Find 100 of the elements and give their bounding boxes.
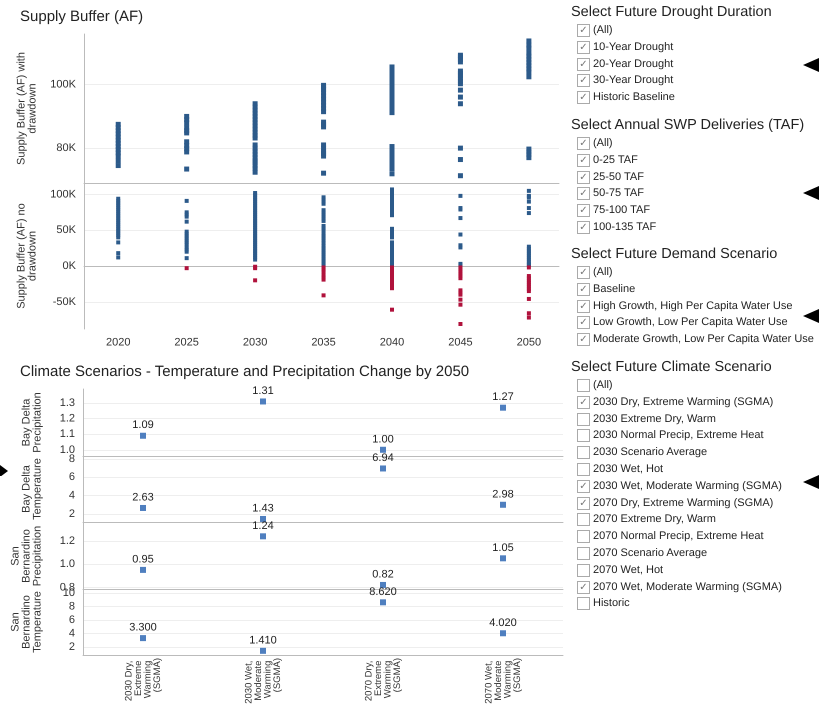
category-label: 2030 Wet, Hot xyxy=(593,462,664,475)
checkbox: ✓ xyxy=(577,187,590,200)
x-tick-label: 2045 xyxy=(448,336,473,348)
y-tick-label: 1.2 xyxy=(60,412,75,425)
data-label: 1.410 xyxy=(249,634,277,646)
y-tick-label: 50K xyxy=(56,224,77,236)
checkbox: ✓ xyxy=(577,91,590,104)
y-axis-title: Supply Buffer (AF) no drawdown xyxy=(16,203,38,309)
checkbox: ✓ xyxy=(577,266,590,279)
category-label: 2030 Dry, Extreme Warming (SGMA) xyxy=(593,396,774,408)
category-label: 2030 Scenario Average xyxy=(593,446,708,458)
y-tick-label: 80K xyxy=(56,142,77,154)
y-tick-label: 1.3 xyxy=(60,397,75,410)
category-label: (All) xyxy=(593,137,613,149)
x-tick-label: 2035 xyxy=(311,336,336,348)
category-label: 2070 Wet, Hot xyxy=(593,564,664,576)
category-label: 2030 Extreme Dry, Warm xyxy=(593,412,716,425)
category-label: 2030 Normal Precip, Extreme Heat xyxy=(593,429,764,442)
checkbox: ✓ xyxy=(577,282,590,296)
x-tick-label: 2030 Dry, Extreme Warming (SGMA) xyxy=(123,658,163,702)
checkbox: ✓ xyxy=(577,24,590,37)
y-axis-title: Bay Delta Temperature xyxy=(20,458,44,520)
data-label: 3.300 xyxy=(129,622,157,634)
data-label: 2.63 xyxy=(132,491,154,504)
y-tick-label: 2 xyxy=(68,640,75,653)
category-label: 2070 Dry, Extreme Warming (SGMA) xyxy=(593,496,774,509)
category-label: 2030 Wet, Moderate Warming (SGMA) xyxy=(593,480,782,492)
data-label: 0.95 xyxy=(132,553,154,566)
data-label: 1.27 xyxy=(492,391,514,404)
checkbox: ✓ xyxy=(577,40,590,54)
text: Select Future Climate Scenario xyxy=(571,358,773,377)
y-axis-title: San Bernardino Precipitation xyxy=(10,526,44,586)
checkbox: ✓ xyxy=(577,74,590,88)
category-label: 2070 Extreme Dry, Warm xyxy=(593,513,716,526)
category-label: 2070 Normal Precip, Extreme Heat xyxy=(593,530,764,542)
checkbox: ✓ xyxy=(577,316,590,330)
checkbox: ✓ xyxy=(577,170,590,184)
data-label: 1.24 xyxy=(252,520,274,532)
x-tick-label: 2030 xyxy=(242,336,268,348)
y-tick-label: 100K xyxy=(50,78,77,91)
y-tick-label: 4 xyxy=(68,489,75,502)
x-tick-label: 2020 xyxy=(106,336,130,348)
checkbox: ✓ xyxy=(577,204,590,218)
y-tick-label: 2 xyxy=(68,508,75,520)
y-axis-title: San Bernardino Temperature xyxy=(10,591,44,653)
chart-title: Supply Buffer (AF) xyxy=(20,8,144,25)
category-label: Moderate Growth, Low Per Capita Water Use xyxy=(593,333,814,346)
category-label: Baseline xyxy=(593,282,636,295)
category-label: (All) xyxy=(593,24,613,36)
data-label: 1.05 xyxy=(492,542,514,554)
data-label: 1.31 xyxy=(252,384,274,397)
data-label: 1.43 xyxy=(252,502,274,514)
checkbox: ✓ xyxy=(577,496,590,510)
y-tick-label: 4 xyxy=(68,627,75,640)
data-label: 0.82 xyxy=(372,568,394,580)
category-label: 0-25 TAF xyxy=(593,154,638,166)
text: Select Annual SWP Deliveries (TAF) xyxy=(571,116,806,135)
y-axis-title: Bay Delta Precipitation xyxy=(20,392,44,453)
y-tick-label: 100K xyxy=(50,188,77,200)
category-label: High Growth, High Per Capita Water Use xyxy=(593,300,792,312)
checkbox: ✓ xyxy=(577,480,590,493)
x-tick-label: 2070 Dry, Extreme Warming (SGMA) xyxy=(363,658,403,702)
y-tick-label: -50K xyxy=(52,296,77,308)
category-label: 30-Year Drought xyxy=(593,74,674,86)
y-tick-label: 1.0 xyxy=(60,558,75,570)
checkbox: ✓ xyxy=(577,300,590,313)
category-label: 100-135 TAF xyxy=(593,220,656,233)
checkbox: ✓ xyxy=(577,137,590,150)
x-tick-label: 2040 xyxy=(380,336,404,348)
data-label: 2.98 xyxy=(492,488,514,500)
checkbox: ✓ xyxy=(577,396,590,409)
text: Select Future Demand Scenario xyxy=(571,245,778,264)
y-tick-label: 1.2 xyxy=(60,534,75,547)
data-label: 6.94 xyxy=(372,452,394,464)
y-axis-title: Supply Buffer (AF) with drawdown xyxy=(16,52,38,165)
checkbox: ✓ xyxy=(577,580,590,594)
y-tick-label: 6 xyxy=(68,471,75,484)
data-label: 8.620 xyxy=(369,586,397,598)
category-label: 25-50 TAF xyxy=(593,170,644,183)
checkbox: ✓ xyxy=(577,220,590,234)
category-label: 10-Year Drought xyxy=(593,40,674,53)
category-label: 2070 Wet, Moderate Warming (SGMA) xyxy=(593,580,782,593)
category-label: (All) xyxy=(593,266,613,278)
category-label: Historic xyxy=(593,597,630,610)
text: Select Future Drought Duration xyxy=(571,3,773,22)
category-label: 50-75 TAF xyxy=(593,187,644,200)
y-tick-label: 8 xyxy=(68,600,75,612)
x-tick-label: 2030 Wet, Moderate Warming (SGMA) xyxy=(243,658,283,704)
data-label: 1.00 xyxy=(372,433,394,446)
x-tick-label: 2070 Wet, Moderate Warming (SGMA) xyxy=(483,658,523,704)
data-label: 4.020 xyxy=(489,616,517,629)
y-tick-label: 6 xyxy=(68,614,75,626)
y-tick-label: 1.1 xyxy=(60,428,75,440)
chart-title: Climate Scenarios - Temperature and Precipitation Change by 2050 xyxy=(20,363,470,380)
category-label: 75-100 TAF xyxy=(593,204,650,216)
x-tick-label: 2025 xyxy=(174,336,199,348)
x-tick-label: 2050 xyxy=(516,336,542,348)
checkbox: ✓ xyxy=(577,333,590,346)
checkbox: ✓ xyxy=(577,154,590,167)
category-label: 2070 Scenario Average xyxy=(593,546,708,559)
